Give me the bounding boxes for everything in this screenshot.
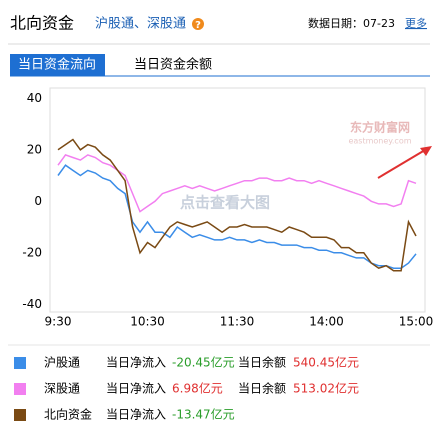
inflow-value: -20.45亿元: [172, 355, 235, 370]
x-tick-label: 15:00: [399, 315, 434, 329]
more-link[interactable]: 更多: [405, 16, 427, 30]
inflow-value: 6.98亿元: [172, 381, 223, 396]
inflow-label: 当日净流入: [106, 408, 166, 422]
legend-name: 深股通: [44, 382, 80, 396]
arrow: [377, 149, 426, 179]
watermark-url: eastmoney.com: [348, 137, 411, 146]
tab-label[interactable]: 当日资金余额: [134, 57, 212, 73]
series-line: [57, 138, 417, 272]
balance-label: 当日余额: [238, 381, 286, 396]
subtitle[interactable]: 沪股通、深股通: [95, 16, 186, 32]
series-line: [57, 164, 417, 269]
inflow-value: -13.47亿元: [172, 407, 235, 422]
x-tick-label: 14:00: [309, 315, 344, 329]
title: 北向资金: [10, 14, 74, 33]
balance-value: 540.45亿元: [293, 355, 359, 370]
legend-name: 北向资金: [44, 407, 92, 422]
balance-value: 513.02亿元: [293, 381, 359, 396]
inflow-label: 当日净流入: [106, 356, 166, 370]
help-text: ?: [195, 20, 201, 31]
watermark-logo: 东方财富网: [350, 120, 410, 135]
plot-frame: [49, 87, 426, 313]
x-tick-label: 11:30: [220, 315, 255, 329]
legend-swatch: [14, 409, 26, 421]
x-tick-label: 9:30: [45, 315, 72, 329]
x-tick-label: 10:30: [130, 315, 165, 329]
y-tick-label: -40: [22, 297, 42, 311]
legend-swatch: [14, 357, 26, 369]
arrow-head: [420, 146, 432, 156]
y-tick-label: -20: [22, 245, 42, 259]
tab-active[interactable]: [10, 54, 105, 76]
y-tick-label: 0: [34, 194, 42, 208]
watermark-hint: 点击查看大图: [180, 194, 270, 212]
inflow-label: 当日净流入: [106, 382, 166, 396]
legend-swatch: [14, 383, 26, 395]
y-tick-label: 20: [27, 142, 42, 156]
balance-label: 当日余额: [238, 355, 286, 370]
date: 数据日期：07-23: [308, 16, 395, 30]
legend-name: 沪股通: [44, 356, 80, 370]
tab-label[interactable]: 当日资金流向: [18, 57, 96, 73]
help-icon[interactable]: [192, 18, 204, 30]
y-tick-label: 40: [27, 91, 42, 105]
